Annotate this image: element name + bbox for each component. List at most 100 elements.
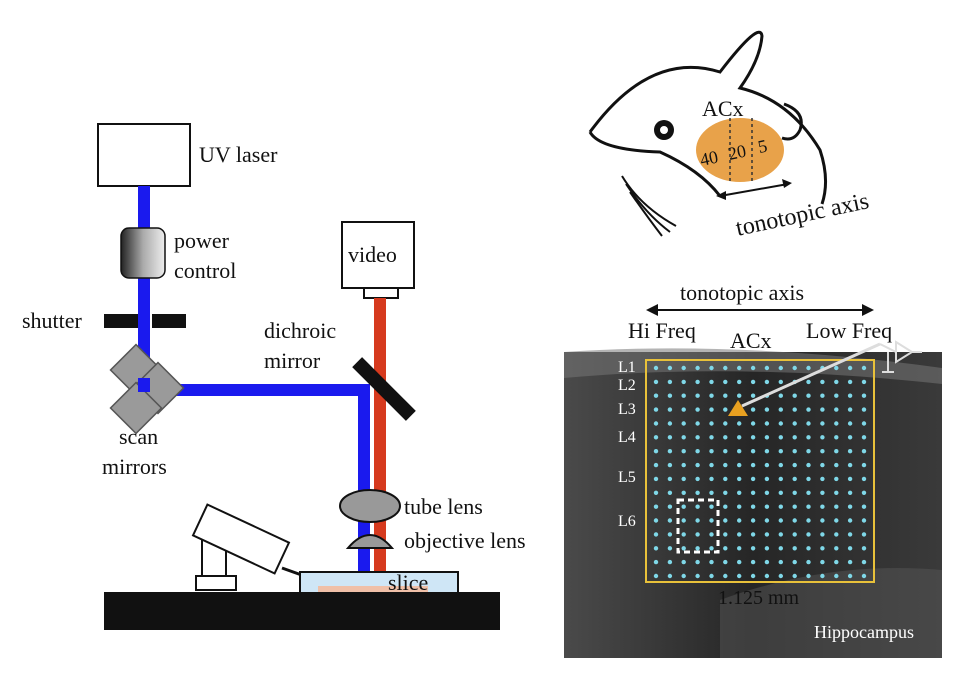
stim-grid-dot [847,449,853,454]
stim-grid-dot [737,573,742,579]
stim-grid-dot [653,504,659,509]
stim-grid-dot [820,421,825,426]
stim-grid-dot [820,462,825,468]
slice-label: slice [388,570,428,595]
stim-grid-dot [681,393,686,398]
stim-grid-dot [778,462,783,468]
stim-grid-dot [709,546,714,551]
stim-grid-dot [681,379,686,385]
slice-tissue [318,586,428,594]
power-control-cylinder [120,227,166,279]
stim-grid-dot [834,532,839,537]
stim-grid-dot [695,559,700,565]
stim-grid-dot [709,559,714,565]
dichroic-label-2: mirror [264,348,321,373]
stim-grid-dot [681,435,686,440]
stim-grid-dot [861,365,867,371]
stim-grid-box [645,359,875,583]
stim-grid-dot [834,421,839,426]
freq-5: 5 [756,136,769,157]
stim-grid-dot [667,490,673,495]
stim-grid-dot [792,435,797,440]
stim-grid-dot [723,379,728,385]
stim-grid-dot [681,504,686,509]
stim-grid-dot [778,476,783,482]
stim-grid-dot [653,449,659,454]
stim-grid-dot [820,449,825,454]
power-control-label-2: control [174,258,236,283]
stim-grid-dot [695,435,700,440]
stim-grid-dot [667,476,673,482]
video-box [341,221,415,289]
stim-grid-dot [653,393,659,398]
stim-grid-dot [764,573,770,579]
stim-grid-dot [806,504,811,509]
stim-grid-dot [764,435,770,440]
mouse-axis-arrow [719,183,789,197]
stim-grid-dot [834,435,839,440]
stim-grid-dot [806,365,811,371]
stim-grid-dot [737,435,742,440]
shutter-label: shutter [22,308,83,333]
layer-label: L4 [618,429,636,446]
stim-grid-dot [792,546,797,551]
mouse-outline [588,30,827,205]
stim-grid-dot [861,407,867,412]
stim-grid-dot [723,504,728,509]
dichroic-mirror [352,357,416,421]
dichroic-label-1: dichroic [264,318,336,343]
stim-grid-dot [834,365,839,371]
stim-grid-dot [737,393,742,398]
stim-grid-dot [820,559,825,565]
stim-grid-dot [653,365,659,371]
stim-grid-dot [806,462,811,468]
stim-grid-dot [681,476,686,482]
stim-grid-dot [820,546,825,551]
stim-grid-dot [750,435,756,440]
mouse-ear [781,102,803,141]
stim-grid-dot [847,573,853,579]
stim-grid-dot [820,435,825,440]
stim-grid-dot [792,407,797,412]
stim-grid-dot [709,449,714,454]
stim-grid-dot [709,435,714,440]
stim-grid-dot [681,573,686,579]
stim-grid-dot [709,490,714,495]
layer-label: L2 [618,377,636,394]
stim-grid-dot [723,421,728,426]
stim-grid-dot [861,393,867,398]
stim-grid-dot [806,573,811,579]
stim-grid-dot [750,490,756,495]
stim-grid-dot [764,365,770,371]
stim-grid-dot [861,532,867,537]
stim-grid-dot [695,490,700,495]
freq-40: 40 [698,147,720,170]
stim-grid-dot [861,518,867,523]
stim-grid-dot [667,435,673,440]
stim-grid-dot [653,518,659,523]
video-label: video [348,242,397,267]
stim-grid-dot [695,546,700,551]
stim-grid-dot [750,532,756,537]
stim-grid-dot [750,476,756,482]
stim-grid-dot [778,407,783,412]
stim-grid-dot [792,393,797,398]
stim-grid-dot [778,546,783,551]
dashed-roi [676,498,720,554]
stim-grid-dot [792,573,797,579]
stim-grid-dot [709,379,714,385]
stim-grid-dot [750,518,756,523]
mouse-chin [588,131,722,197]
stim-grid-dot [667,421,673,426]
stim-grid-dot [750,407,756,412]
stim-grid-dot [764,449,770,454]
stim-grid-dot [653,546,659,551]
slice-axis-label: tonotopic axis [680,280,804,305]
stim-grid-dot [861,559,867,565]
stim-grid-dot [778,490,783,495]
stim-grid-dot [750,504,756,509]
stim-grid-dot [681,490,686,495]
stim-grid-dot [834,476,839,482]
stim-grid-dot [750,449,756,454]
stim-grid-dot [667,546,673,551]
